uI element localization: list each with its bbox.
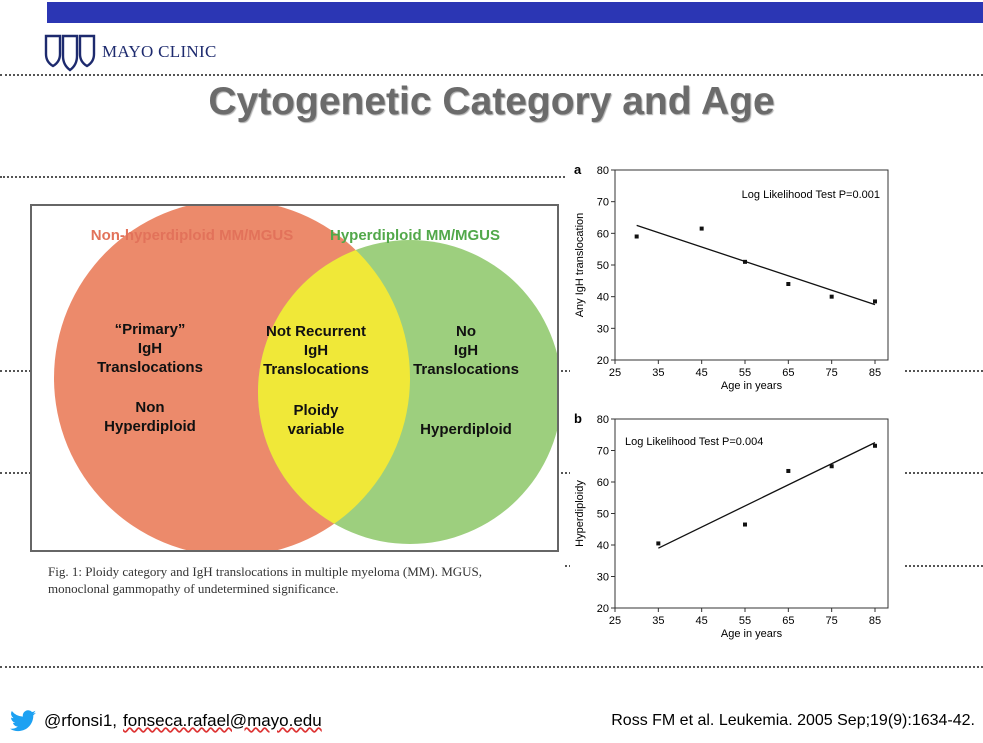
y-tick-label: 30 — [597, 572, 609, 584]
logo-text: MAYO CLINIC — [102, 42, 217, 61]
venn-left-text: IgH — [138, 340, 162, 357]
twitter-bird-icon — [10, 710, 36, 732]
data-point — [743, 259, 747, 264]
x-tick-label: 25 — [609, 615, 621, 627]
venn-left-text: Hyperdiploid — [104, 418, 196, 435]
y-tick-label: 40 — [597, 292, 609, 304]
mayo-shield-icon — [44, 34, 96, 72]
venn-overlap — [258, 240, 410, 544]
dotted-divider — [0, 666, 983, 668]
chart-a-svg: a 20 30 40 50 60 70 80 25 35 45 55 65 75 85 Age in year… — [574, 162, 889, 392]
x-tick-label: 25 — [609, 367, 621, 379]
venn-diagram: Non-hyperdiploid MM/MGUS Hyperdiploid MM… — [30, 204, 559, 552]
y-tick-label: 60 — [597, 228, 609, 240]
venn-left-text: Non — [135, 399, 164, 416]
x-tick-label: 65 — [782, 367, 794, 379]
email-link[interactable]: fonseca.rafael@mayo.edu — [123, 711, 322, 730]
x-tick-label: 35 — [652, 367, 664, 379]
chart-panel-a: a 20 30 40 50 60 70 80 25 35 45 55 65 75 85 Age in year… — [570, 158, 903, 400]
venn-right-text: Hyperdiploid — [420, 421, 512, 438]
trend-line — [658, 442, 876, 549]
panel-label: a — [574, 162, 582, 177]
mayo-clinic-logo: MAYO CLINIC — [44, 32, 217, 72]
twitter-handle: @rfonsi1, — [44, 711, 118, 730]
footer-contact: @rfonsi1, fonseca.rafael@mayo.edu — [10, 710, 322, 732]
y-tick-label: 60 — [597, 477, 609, 489]
trend-line — [636, 224, 876, 306]
chart-panel-b: b 20 30 40 50 60 70 80 25 35 45 55 65 75 85 Age in year… — [570, 407, 903, 645]
y-tick-label: 70 — [597, 197, 609, 209]
venn-left-text: “Primary” — [115, 321, 186, 338]
y-tick-label: 80 — [597, 414, 609, 426]
x-tick-label: 45 — [696, 367, 708, 379]
slide-title: Cytogenetic Category and Age — [208, 80, 775, 123]
caption-line: Fig. 1: Ploidy category and IgH transloc… — [48, 564, 483, 579]
x-axis-label: Age in years — [721, 628, 783, 640]
venn-left-text: Translocations — [97, 359, 203, 376]
y-axis-label: Hyperdiploidy — [574, 480, 586, 547]
data-point — [656, 541, 661, 546]
x-tick-label: 35 — [652, 615, 664, 627]
venn-middle-text: Translocations — [263, 361, 369, 378]
y-tick-label: 50 — [597, 260, 609, 272]
y-tick-label: 80 — [597, 165, 609, 177]
data-point — [743, 522, 747, 527]
data-point — [829, 294, 834, 299]
x-axis-label: Age in years — [721, 380, 783, 392]
data-point — [786, 468, 791, 473]
x-tick-label: 65 — [782, 615, 794, 627]
data-point — [873, 299, 877, 304]
venn-middle-text: Not Recurrent — [266, 323, 366, 340]
venn-left-title: Non-hyperdiploid MM/MGUS — [91, 227, 293, 244]
chart-annotation: Log Likelihood Test P=0.004 — [625, 436, 763, 448]
chart-b-svg: b 20 30 40 50 60 70 80 25 35 45 55 65 75 85 Age in year… — [574, 411, 889, 640]
x-tick-label: 55 — [739, 615, 751, 627]
caption-line: monoclonal gammopathy of undetermined si… — [48, 581, 339, 596]
top-accent-bar — [47, 2, 983, 23]
x-tick-label: 55 — [739, 367, 751, 379]
y-tick-label: 20 — [597, 603, 609, 615]
data-point — [873, 443, 877, 448]
x-tick-label: 45 — [696, 615, 708, 627]
venn-middle-text: variable — [288, 421, 345, 438]
venn-right-text: IgH — [454, 342, 478, 359]
venn-middle-text: IgH — [304, 342, 328, 359]
venn-middle-text: Ploidy — [293, 402, 339, 419]
chart-annotation: Log Likelihood Test P=0.001 — [742, 189, 880, 201]
citation: Ross FM et al. Leukemia. 2005 Sep;19(9):… — [611, 712, 975, 729]
venn-right-text: Translocations — [413, 361, 519, 378]
x-tick-label: 75 — [826, 367, 838, 379]
y-tick-label: 20 — [597, 355, 609, 367]
data-point — [634, 234, 639, 239]
data-point — [699, 226, 704, 231]
y-tick-label: 70 — [597, 446, 609, 458]
data-point — [786, 282, 791, 286]
panel-label: b — [574, 411, 582, 426]
dotted-divider — [0, 176, 565, 178]
x-tick-label: 85 — [869, 367, 881, 379]
x-tick-label: 85 — [869, 615, 881, 627]
venn-right-text: No — [456, 323, 476, 340]
data-point — [829, 464, 834, 469]
y-tick-label: 50 — [597, 509, 609, 521]
y-axis-label: Any IgH translocation — [574, 213, 586, 318]
y-tick-label: 40 — [597, 540, 609, 552]
dotted-divider — [0, 74, 983, 76]
x-tick-label: 75 — [826, 615, 838, 627]
venn-right-title: Hyperdiploid MM/MGUS — [330, 227, 500, 244]
figure-caption: Fig. 1: Ploidy category and IgH transloc… — [48, 563, 568, 597]
y-tick-label: 30 — [597, 323, 609, 335]
